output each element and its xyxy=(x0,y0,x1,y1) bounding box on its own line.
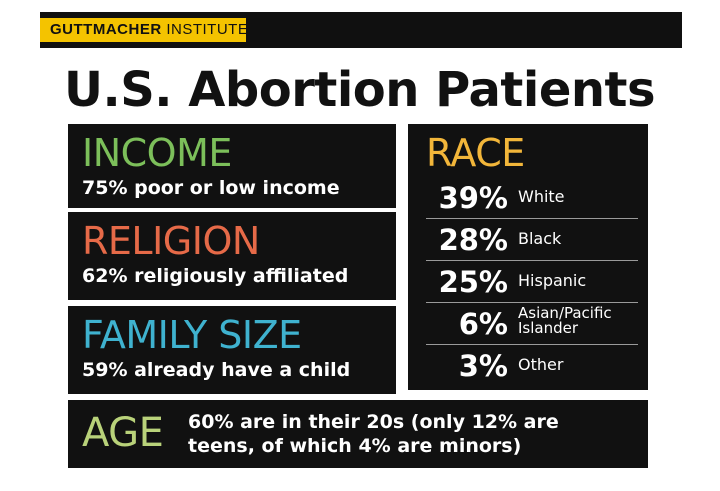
family-desc: 59% already have a child xyxy=(82,359,351,381)
race-label: Asian/Pacific Islander xyxy=(518,304,612,337)
race-row-hispanic: 25% Hispanic xyxy=(426,262,638,303)
race-label: Other xyxy=(518,355,564,374)
age-panel: AGE 60% are in their 20s (only 12% are t… xyxy=(68,400,648,468)
race-row-black: 28% Black xyxy=(426,220,638,261)
race-label: Black xyxy=(518,229,562,248)
family-panel: FAMILY SIZE 59% already have a child xyxy=(68,306,396,394)
brand-logo: GUTTMACHER INSTITUTE xyxy=(50,20,248,40)
race-value: 3% xyxy=(458,349,508,383)
brand-name: GUTTMACHER xyxy=(50,21,162,38)
race-row-white: 39% White xyxy=(426,178,638,219)
income-panel: INCOME 75% poor or low income xyxy=(68,124,396,208)
income-title: INCOME xyxy=(82,131,232,175)
header-bar: GUTTMACHER INSTITUTE xyxy=(40,12,682,48)
race-label: Hispanic xyxy=(518,271,587,290)
family-title: FAMILY SIZE xyxy=(82,313,302,357)
race-value: 39% xyxy=(438,181,508,215)
age-title: AGE xyxy=(82,410,164,456)
race-row-asian: 6% Asian/Pacific Islander xyxy=(426,304,638,345)
income-desc: 75% poor or low income xyxy=(82,177,340,199)
age-desc: 60% are in their 20s (only 12% are teens… xyxy=(188,411,559,457)
race-value: 25% xyxy=(438,265,508,299)
race-panel: RACE 39% White 28% Black 25% Hispanic 6%… xyxy=(408,124,648,390)
religion-desc: 62% religiously affiliated xyxy=(82,265,349,287)
page-title: U.S. Abortion Patients xyxy=(64,62,656,118)
religion-title: RELIGION xyxy=(82,219,260,263)
race-value: 28% xyxy=(438,223,508,257)
race-title: RACE xyxy=(426,131,525,175)
race-row-other: 3% Other xyxy=(426,346,638,386)
race-label: White xyxy=(518,187,565,206)
brand-suffix: INSTITUTE xyxy=(166,21,249,38)
brand-strip xyxy=(40,18,246,42)
race-value: 6% xyxy=(458,307,508,341)
religion-panel: RELIGION 62% religiously affiliated xyxy=(68,212,396,300)
